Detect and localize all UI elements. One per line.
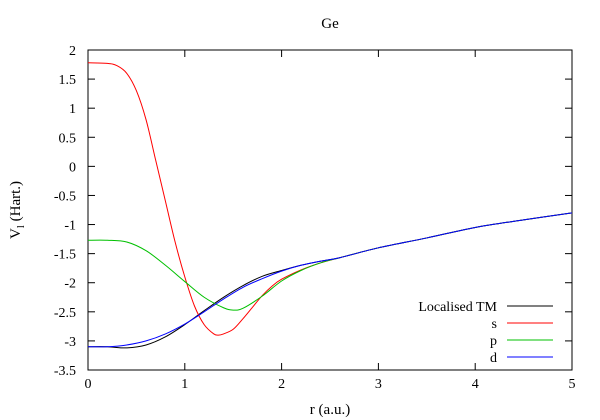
y-tick-label: 0 — [69, 160, 76, 175]
x-tick-label: 4 — [472, 377, 479, 392]
legend-label-d: d — [490, 351, 497, 366]
y-axis-label-subscript: l — [15, 225, 27, 228]
axis-ticks — [87, 49, 573, 371]
y-tick-label: -3.5 — [54, 364, 76, 379]
chart-title: Ge — [321, 16, 339, 32]
legend: Localised TM spd — [418, 300, 553, 366]
y-axis-label-rest: (Hart.) — [8, 181, 24, 225]
y-tick-label: -2 — [64, 277, 76, 292]
x-axis-label: r (a.u.) — [310, 402, 350, 418]
y-axis-label: Vl (Hart.) — [8, 181, 27, 239]
x-tick-labels: 0 1 2 3 4 5 — [85, 377, 576, 392]
y-tick-label: -1 — [64, 219, 76, 234]
y-axis-label-main: V — [8, 228, 24, 239]
series-line-localised-tm — [87, 212, 573, 349]
y-tick-label: -1.5 — [54, 248, 76, 263]
series-lines — [87, 62, 573, 349]
plot-frame — [87, 49, 573, 371]
y-tick-label: 0.5 — [59, 131, 77, 146]
legend-label-s: s — [492, 317, 497, 332]
y-tick-label: -0.5 — [54, 189, 76, 204]
y-tick-label: 1.5 — [59, 73, 77, 88]
y-tick-label: -3 — [64, 335, 76, 350]
x-tick-label: 1 — [181, 377, 188, 392]
x-tick-label: 2 — [278, 377, 285, 392]
y-tick-label: 2 — [69, 44, 76, 59]
series-line-p — [87, 212, 573, 311]
x-tick-label: 0 — [85, 377, 92, 392]
series-line-d — [87, 212, 573, 348]
y-tick-label: 1 — [69, 102, 76, 117]
legend-label-localised-tm: Localised TM — [418, 300, 497, 315]
x-tick-label: 5 — [569, 377, 576, 392]
series-line-s — [87, 62, 573, 336]
legend-label-p: p — [490, 334, 497, 349]
y-tick-label: -2.5 — [54, 306, 76, 321]
x-tick-label: 3 — [375, 377, 382, 392]
y-tick-labels: 2 1.5 1 0.5 0 -0.5 -1 -1.5 -2 -2.5 -3 -3.5 — [54, 44, 76, 379]
